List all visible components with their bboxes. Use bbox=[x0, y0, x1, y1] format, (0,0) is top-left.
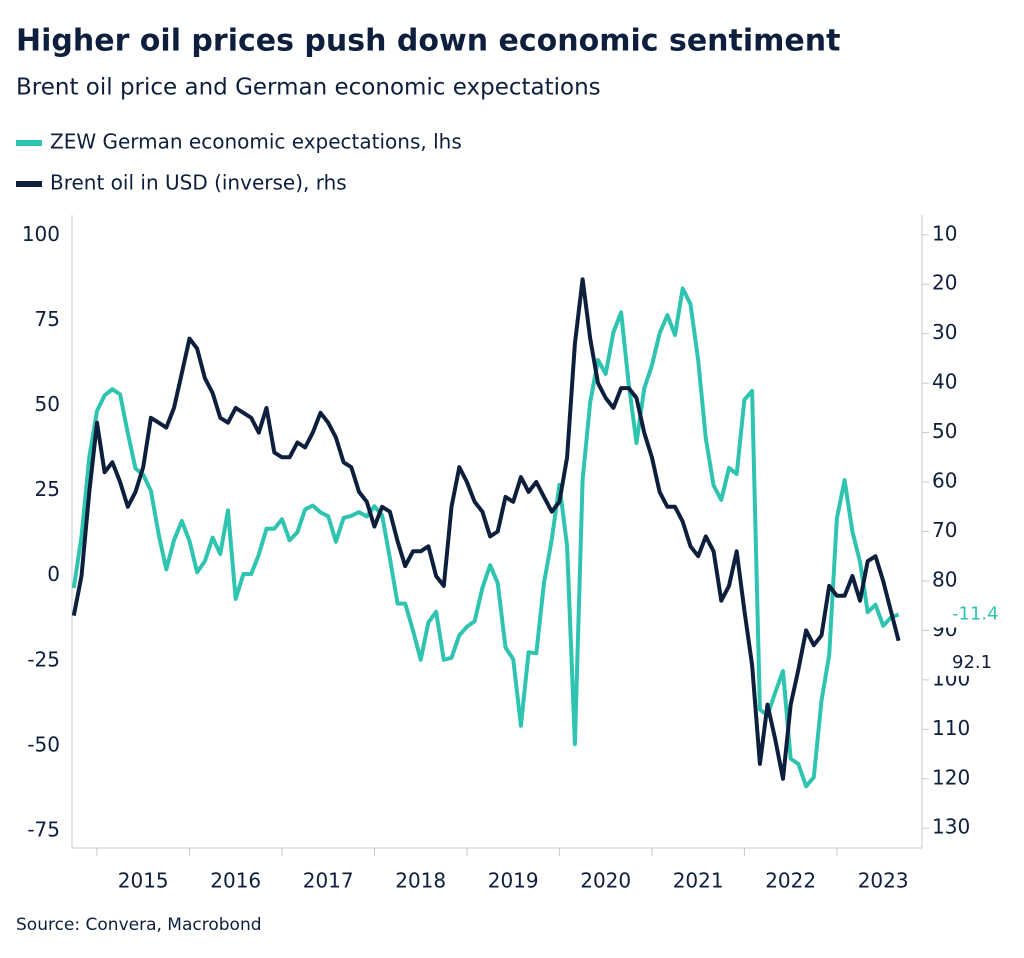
y2-tick-label: 40 bbox=[932, 370, 957, 394]
legend-label: ZEW German economic expectations, lhs bbox=[50, 130, 462, 154]
y-tick-label: -25 bbox=[27, 647, 60, 671]
y2-tick-label: 110 bbox=[932, 716, 970, 740]
y-tick-label: 50 bbox=[35, 392, 60, 416]
y-tick-label: 100 bbox=[22, 222, 60, 246]
y2-tick-label: 10 bbox=[932, 221, 957, 245]
y2-tick-label: 50 bbox=[932, 419, 957, 443]
y2-tick-label: 80 bbox=[932, 567, 957, 591]
x-tick-label: 2022 bbox=[765, 869, 816, 893]
x-tick-label: 2016 bbox=[210, 869, 261, 893]
end-label-bg bbox=[926, 649, 1016, 676]
series-line bbox=[71, 277, 901, 781]
y2-tick-label: 60 bbox=[932, 469, 957, 493]
x-tick-label: 2019 bbox=[488, 869, 539, 893]
y2-tick-label: 130 bbox=[932, 815, 970, 839]
x-tick-label: 2023 bbox=[858, 869, 909, 893]
x-tick-label: 2021 bbox=[673, 869, 724, 893]
y-tick-label: -75 bbox=[27, 817, 60, 841]
chart-subtitle: Brent oil price and German economic expe… bbox=[16, 75, 601, 101]
y2-tick-label: 120 bbox=[932, 765, 970, 789]
chart-title: Higher oil prices push down economic sen… bbox=[16, 24, 840, 59]
end-label-bg bbox=[926, 601, 1016, 628]
end-label: -11.4 bbox=[952, 604, 999, 625]
y2-tick-label: 20 bbox=[932, 271, 957, 295]
y2-tick-label: 30 bbox=[932, 320, 957, 344]
y-tick-label: 25 bbox=[35, 477, 60, 501]
x-tick-label: 2017 bbox=[303, 869, 354, 893]
y-tick-label: 75 bbox=[35, 307, 60, 331]
source: Source: Convera, Macrobond bbox=[16, 915, 262, 935]
series-line bbox=[71, 286, 900, 789]
y2-tick-label: 70 bbox=[932, 518, 957, 542]
x-tick-label: 2018 bbox=[395, 869, 446, 893]
y-tick-label: 0 bbox=[47, 562, 60, 586]
x-tick-label: 2015 bbox=[118, 869, 169, 893]
x-tick-label: 2020 bbox=[580, 869, 631, 893]
legend-label: Brent oil in USD (inverse), rhs bbox=[50, 171, 347, 195]
end-label: 92.1 bbox=[952, 652, 992, 673]
y-tick-label: -50 bbox=[27, 732, 60, 756]
